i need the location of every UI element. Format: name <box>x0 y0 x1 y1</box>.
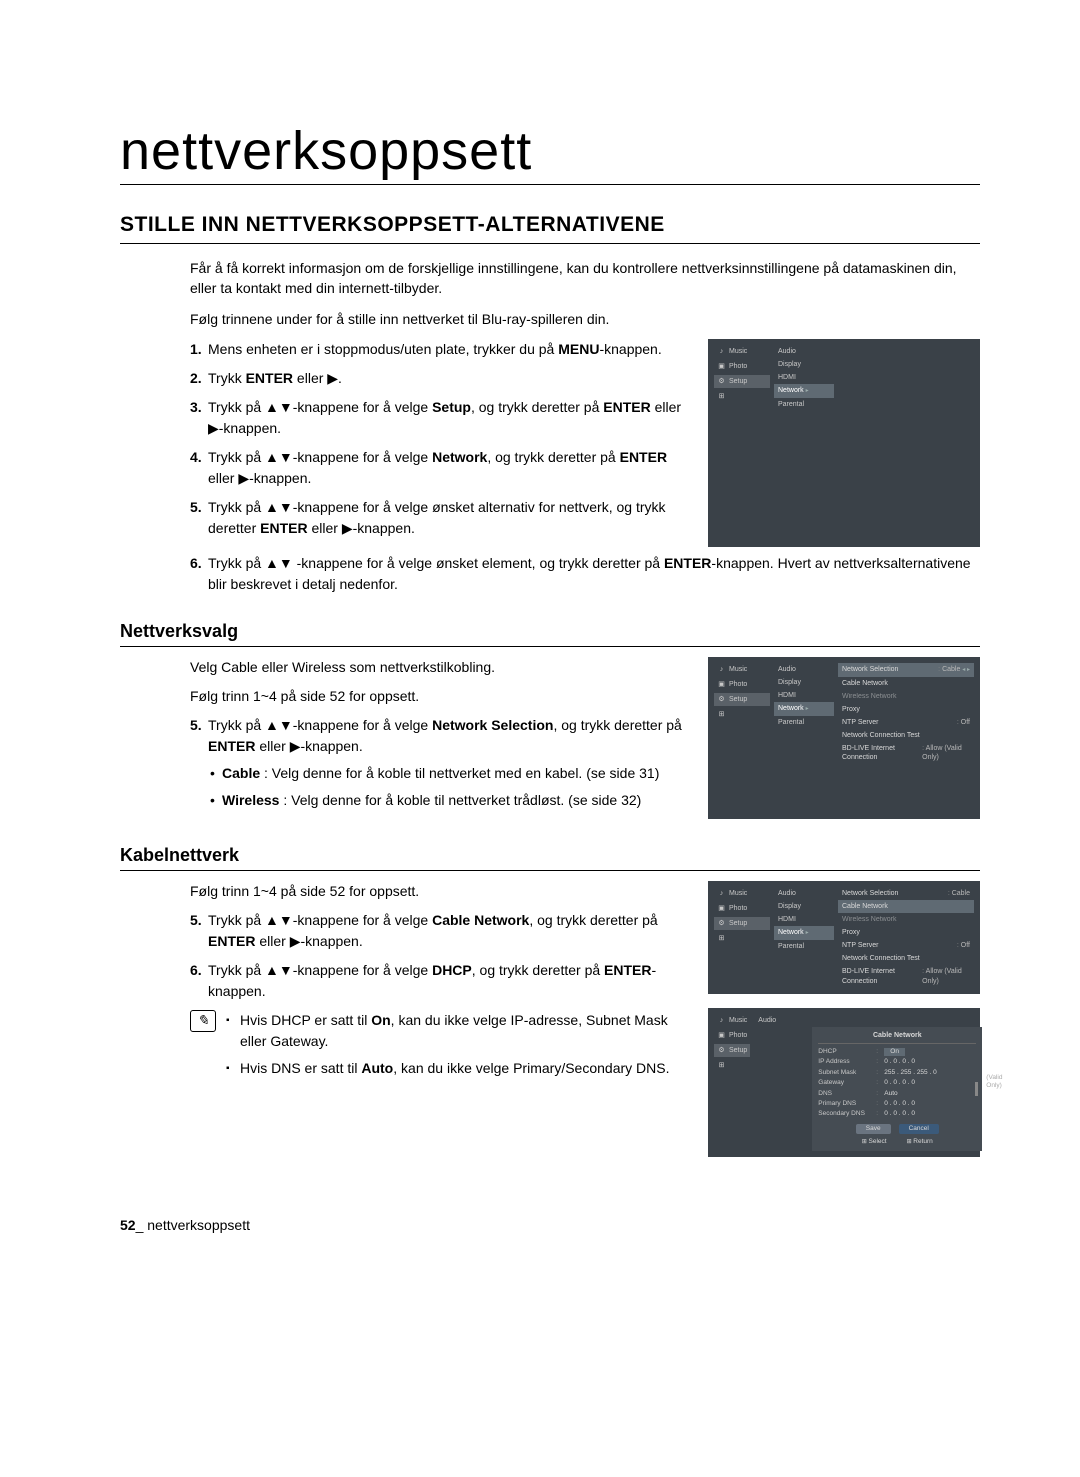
kn-steps: 5. Trykk på ▲▼-knappene for å velge Cabl… <box>190 910 688 1002</box>
note-icon: ✎ <box>190 1010 216 1032</box>
main-steps-list: 1.Mens enheten er i stoppmodus/uten plat… <box>190 339 688 539</box>
screenshot-1: ♪Music▣Photo⚙Setup⊞AudioDisplayHDMINetwo… <box>708 339 980 547</box>
main-steps-cont: 6.Trykk på ▲▼ -knappene for å velge ønsk… <box>190 553 980 595</box>
intro-paragraph-2: Følg trinnene under for å stille inn net… <box>190 309 980 329</box>
note-block: ✎ Hvis DHCP er satt til On, kan du ikke … <box>190 1010 688 1085</box>
intro-paragraph-1: Får å få korrekt informasjon om de forsk… <box>190 258 980 299</box>
page-footer: 52_ nettverksoppsett <box>120 1217 980 1233</box>
page-title: nettverksoppsett <box>120 120 980 185</box>
sub-heading-kabelnettverk: Kabelnettverk <box>120 845 980 871</box>
nv-p1: Velg Cable eller Wireless som nettverkst… <box>190 657 688 678</box>
screenshot-4: ♪Music▣Photo⚙Setup⊞ Audio Cable Network … <box>708 1008 980 1157</box>
kn-p1: Følg trinn 1~4 på side 52 for oppsett. <box>190 881 688 902</box>
nv-steps: 5. Trykk på ▲▼-knappene for å velge Netw… <box>190 715 688 811</box>
sub-heading-nettverksvalg: Nettverksvalg <box>120 621 980 647</box>
section-title: STILLE INN NETTVERKSOPPSETT-ALTERNATIVEN… <box>120 213 980 244</box>
screenshot-2: ♪Music▣Photo⚙Setup⊞AudioDisplayHDMINetwo… <box>708 657 980 819</box>
nv-p2: Følg trinn 1~4 på side 52 for oppsett. <box>190 686 688 707</box>
screenshot-3: ♪Music▣Photo⚙Setup⊞AudioDisplayHDMINetwo… <box>708 881 980 994</box>
